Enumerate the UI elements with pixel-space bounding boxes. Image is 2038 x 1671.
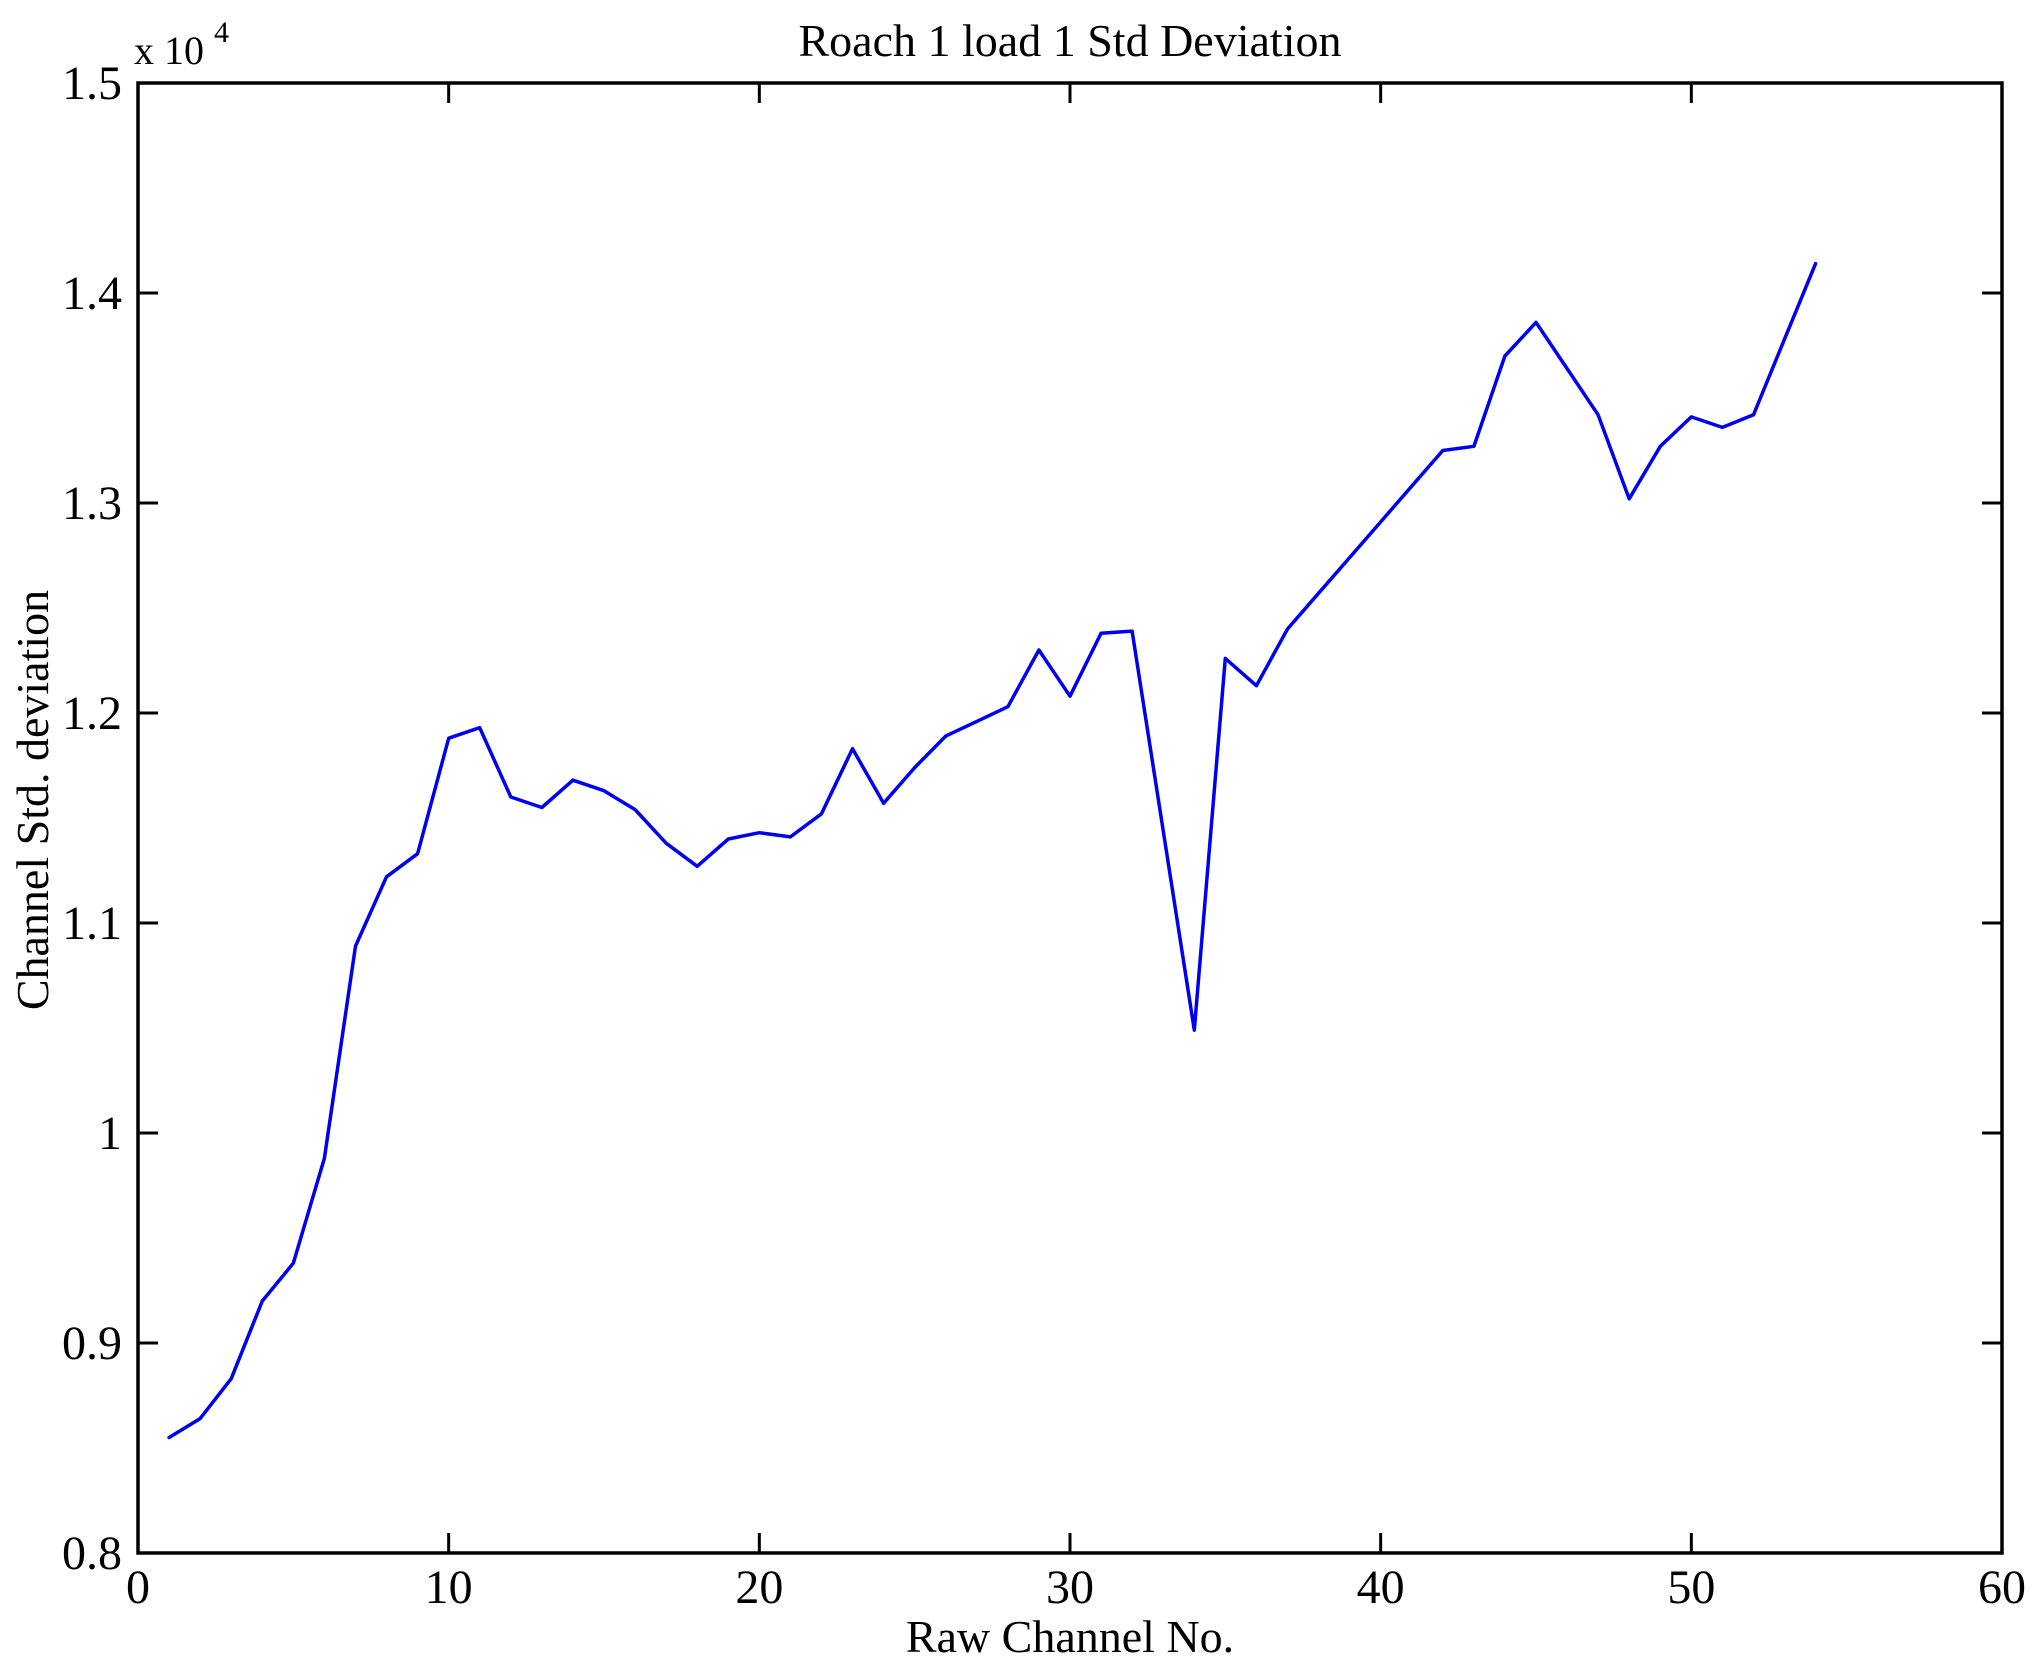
plot-box xyxy=(136,81,2004,1555)
y-tick-label: 0.9 xyxy=(62,1317,122,1370)
y-tick-label: 0.8 xyxy=(62,1527,122,1580)
y-tick-label: 1.4 xyxy=(62,267,122,320)
y-axis-label: Channel Std. deviation xyxy=(7,590,58,1010)
y-tick-label: 1.2 xyxy=(62,687,122,740)
x-tick-label: 60 xyxy=(1978,1561,2026,1614)
chart-title: Roach 1 load 1 Std Deviation xyxy=(799,15,1342,66)
y-tick-label: 1.5 xyxy=(62,57,122,110)
x-tick-label: 50 xyxy=(1667,1561,1715,1614)
y-tick-label: 1.3 xyxy=(62,477,122,530)
tick-labels: 0 10 20 30 40 50 60 0.8 0.9 1 1.1 1.2 1.3 1.4 1.5 xyxy=(62,57,2026,1614)
y-tick-label: 1.1 xyxy=(62,897,122,950)
data-series xyxy=(167,261,1818,1440)
x-tick-label: 0 xyxy=(126,1561,150,1614)
x-tick-label: 10 xyxy=(425,1561,473,1614)
x-tick-label: 30 xyxy=(1046,1561,1094,1614)
x-tick-label: 40 xyxy=(1357,1561,1405,1614)
axes xyxy=(136,81,2004,1555)
series-line xyxy=(167,261,1818,1440)
y-axis-multiplier-exponent: 4 xyxy=(214,16,229,49)
y-tick-label: 1 xyxy=(98,1107,122,1160)
y-axis-multiplier: x 10 4 xyxy=(134,16,229,73)
x-axis-label: Raw Channel No. xyxy=(906,1611,1234,1662)
y-axis-multiplier-base: x 10 xyxy=(134,28,204,73)
x-tick-label: 20 xyxy=(735,1561,783,1614)
